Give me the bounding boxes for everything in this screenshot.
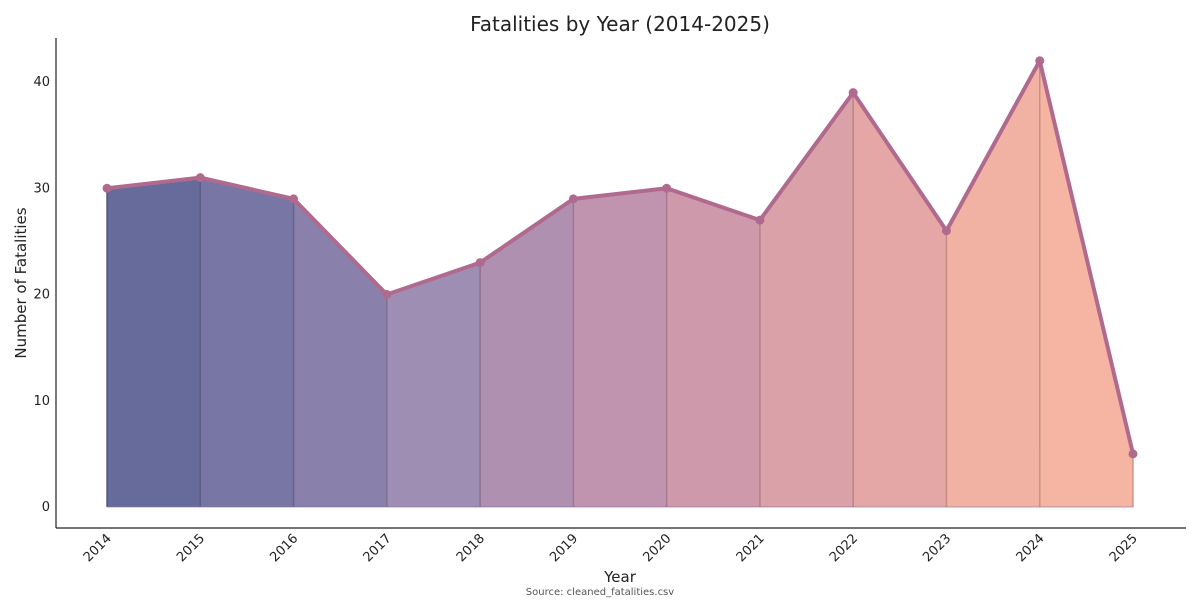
y-tick-20: 20: [33, 288, 50, 303]
x-tick-2019: 2019: [547, 531, 581, 565]
series-line-layer: [106, 58, 1135, 455]
area-segment-2021: [759, 92, 854, 507]
data-points: [102, 56, 1138, 459]
point-2017: [382, 290, 392, 299]
chart-title: Fatalities by Year (2014-2025): [470, 12, 770, 36]
area-segment-2017: [386, 262, 481, 507]
x-tick-2017: 2017: [361, 531, 395, 565]
area-segment-2019: [573, 188, 667, 507]
x-tick-2025: 2025: [1107, 531, 1141, 565]
area-segment-2024: [1039, 60, 1133, 507]
area-fills: [107, 60, 1133, 507]
point-2023: [941, 226, 951, 236]
area-segment-2014: [107, 177, 201, 507]
area-segment-2015: [200, 177, 294, 507]
point-2016: [289, 194, 299, 204]
point-2025: [1128, 449, 1138, 459]
point-2021: [755, 215, 765, 225]
point-2022: [848, 88, 858, 98]
x-tick-2020: 2020: [640, 531, 674, 565]
point-2014: [102, 183, 112, 193]
y-tick-40: 40: [33, 75, 50, 90]
x-tick-2022: 2022: [827, 531, 861, 565]
year-dividers: [106, 60, 1134, 508]
y-tick-30: 30: [33, 181, 50, 196]
area-segment-2020: [666, 188, 760, 507]
y-tick-labels: 0 10 20 30 40: [33, 75, 50, 515]
series-line: [106, 58, 1135, 455]
area-segment-2022: [853, 92, 947, 507]
point-2020: [662, 183, 672, 193]
x-tick-2016: 2016: [267, 531, 301, 565]
point-2015: [195, 173, 205, 183]
point-2019: [568, 194, 578, 204]
y-tick-0: 0: [42, 500, 50, 515]
point-2018: [475, 258, 485, 268]
area-segment-2018: [480, 198, 574, 507]
y-axis-label: Number of Fatalities: [12, 207, 30, 358]
source-note: Source: cleaned_fatalities.csv: [526, 587, 674, 598]
x-tick-2024: 2024: [1014, 531, 1048, 565]
x-tick-2018: 2018: [454, 531, 488, 565]
x-axis-label: Year: [603, 568, 637, 586]
area-segment-2023: [946, 60, 1040, 507]
point-2024: [1035, 56, 1045, 66]
area-segment-2016: [293, 198, 387, 507]
x-tick-2015: 2015: [174, 531, 208, 565]
x-tick-labels: 2014 2015 2016 2017 2018 2019 2020 2021 2022 2023…: [81, 531, 1141, 565]
x-tick-2021: 2021: [734, 531, 768, 565]
y-tick-10: 10: [33, 394, 50, 409]
x-tick-2014: 2014: [81, 531, 115, 565]
x-tick-2023: 2023: [920, 531, 954, 565]
